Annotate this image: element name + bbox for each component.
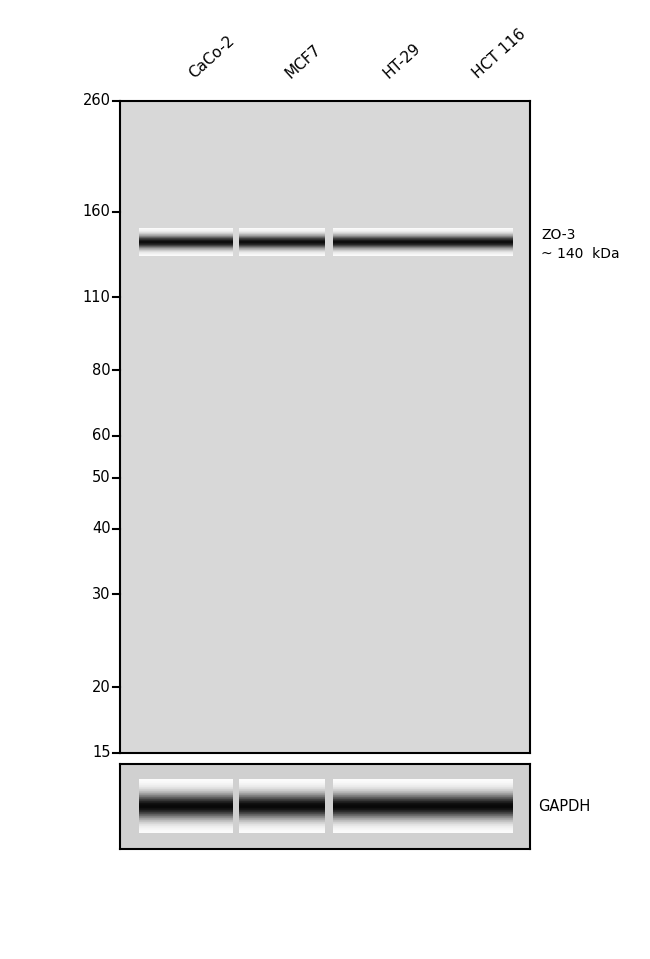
Text: 260: 260 [83, 93, 110, 108]
Text: 160: 160 [83, 204, 110, 220]
Text: 40: 40 [92, 521, 110, 536]
Text: MCF7: MCF7 [282, 42, 323, 82]
Text: 15: 15 [92, 745, 111, 760]
Text: 80: 80 [92, 363, 110, 378]
Text: ~ 140  kDa: ~ 140 kDa [541, 246, 620, 261]
Text: 50: 50 [92, 470, 110, 485]
Text: 110: 110 [83, 290, 110, 305]
Text: 30: 30 [92, 587, 111, 602]
Text: 60: 60 [92, 429, 110, 443]
Text: 20: 20 [92, 680, 110, 694]
Text: ZO-3: ZO-3 [541, 227, 576, 242]
Text: HCT 116: HCT 116 [471, 26, 529, 82]
Text: HT-29: HT-29 [380, 40, 423, 82]
Text: CaCo-2: CaCo-2 [186, 33, 237, 82]
Text: GAPDH: GAPDH [538, 799, 590, 814]
